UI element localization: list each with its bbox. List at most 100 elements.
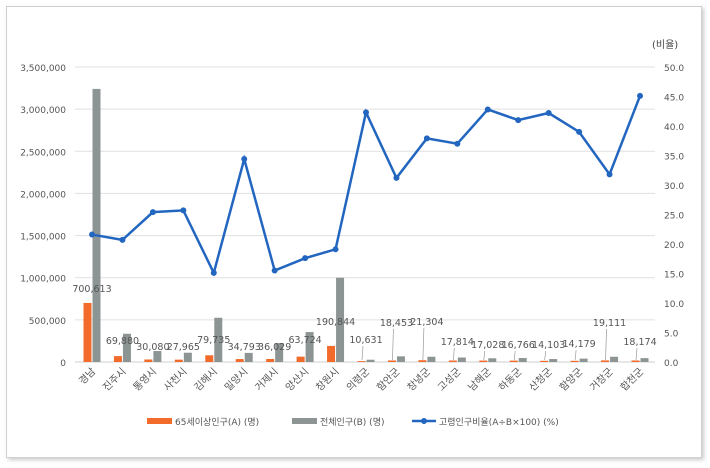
ratio-point — [210, 269, 217, 276]
ratio-point — [515, 117, 522, 124]
category-label: 통영시 — [131, 366, 159, 394]
bar-65plus — [540, 360, 549, 362]
ratio-point — [89, 231, 95, 238]
data-label: 18,453 — [380, 318, 413, 329]
bar-total — [183, 352, 192, 362]
bar-total — [214, 317, 223, 362]
ratio-line — [91, 95, 642, 277]
leader-line — [422, 327, 425, 361]
ratio-point — [180, 207, 187, 214]
right-tick-label: 10.0 — [664, 300, 684, 310]
legend-marker-ratio — [421, 418, 427, 424]
bar-65plus — [448, 360, 457, 362]
data-label: 69,880 — [106, 336, 139, 347]
right-tick-label: 50.0 — [664, 64, 684, 74]
category-label: 산청군 — [527, 366, 555, 394]
ratio-point — [332, 246, 339, 253]
category-label: 남해군 — [465, 365, 494, 394]
category-label: 거창군 — [588, 366, 616, 394]
ratio-point — [637, 92, 643, 99]
legend-swatch-65plus — [147, 418, 172, 424]
category-label: 고성군 — [435, 366, 463, 394]
left-tick-label: 500,000 — [29, 317, 66, 327]
right-tick-label: 25.0 — [664, 212, 684, 222]
leader-line — [483, 350, 486, 361]
bar-total — [549, 359, 558, 362]
data-label: 36,029 — [258, 342, 291, 353]
bar-65plus — [266, 358, 275, 362]
bar-total — [153, 351, 162, 362]
bar-total — [396, 356, 405, 362]
data-label: 17,814 — [441, 337, 474, 348]
right-axis-label: (비율) — [652, 39, 678, 51]
bar-total — [275, 343, 284, 362]
right-tick-label: 40.0 — [664, 123, 684, 133]
ratio-point — [363, 109, 369, 116]
ratio-point — [545, 110, 552, 117]
bar-65plus — [570, 360, 579, 362]
category-label: 경남 — [76, 365, 98, 387]
category-label: 사천시 — [161, 366, 189, 394]
left-tick-label: 3,000,000 — [20, 106, 66, 116]
leader-line — [574, 349, 577, 361]
bar-total — [305, 332, 314, 362]
ratio-point — [484, 106, 491, 113]
category-label: 밀양시 — [222, 366, 250, 394]
category-label: 의령군 — [344, 366, 372, 394]
bar-65plus — [235, 359, 244, 362]
ratio-point — [271, 267, 278, 274]
bar-total — [579, 358, 588, 362]
data-label: 14,179 — [562, 339, 595, 350]
data-label: 10,631 — [349, 335, 382, 346]
right-tick-label: 45.0 — [664, 94, 684, 104]
chart-frame — [6, 6, 702, 458]
bar-total — [488, 358, 497, 362]
bar-65plus — [601, 360, 610, 362]
category-label: 합천군 — [618, 366, 646, 394]
category-label: 거제시 — [253, 366, 281, 394]
bar-65plus — [296, 356, 305, 362]
bar-total — [92, 88, 101, 363]
leader-line — [392, 328, 394, 361]
data-label: 79,735 — [197, 335, 230, 346]
data-label: 14,103 — [532, 340, 565, 351]
data-label: 27,965 — [167, 342, 200, 353]
right-tick-label: 30.0 — [664, 182, 684, 192]
leader-line — [544, 350, 547, 361]
bar-65plus — [113, 356, 122, 362]
right-tick-label: 35.0 — [664, 153, 684, 163]
bar-65plus — [418, 360, 427, 362]
category-label: 진주시 — [101, 366, 129, 394]
ratio-point — [576, 128, 583, 135]
ratio-point — [302, 255, 309, 262]
category-label: 함안군 — [375, 366, 403, 394]
legend-label-total: 전체인구(B) (명) — [320, 417, 384, 428]
left-tick-label: 2,000,000 — [20, 190, 66, 200]
bar-65plus — [387, 360, 396, 362]
right-tick-label: 15.0 — [664, 271, 684, 281]
bar-total — [518, 358, 527, 362]
category-label: 양산시 — [283, 366, 311, 394]
bar-65plus — [631, 360, 640, 362]
ratio-point — [119, 236, 126, 243]
ratio-point — [393, 174, 400, 181]
bar-65plus — [83, 302, 92, 362]
right-tick-label: 5.0 — [664, 330, 679, 340]
leader-line — [635, 347, 638, 361]
left-tick-label: 1,000,000 — [20, 275, 66, 285]
data-label: 18,174 — [623, 337, 656, 348]
data-label: 16,766 — [502, 340, 535, 351]
leader-line — [513, 350, 516, 361]
ratio-point — [241, 156, 248, 163]
legend-label-65plus: 65세이상인구(A) (명) — [175, 417, 259, 428]
right-tick-label: 20.0 — [664, 241, 684, 251]
data-label: 700,613 — [72, 284, 111, 295]
bar-65plus — [509, 360, 518, 362]
bar-65plus — [144, 359, 153, 362]
legend-swatch-total — [292, 418, 317, 424]
bar-total — [336, 277, 345, 362]
leader-line — [605, 328, 607, 361]
data-label: 34,793 — [228, 342, 261, 353]
bar-total — [640, 358, 649, 362]
